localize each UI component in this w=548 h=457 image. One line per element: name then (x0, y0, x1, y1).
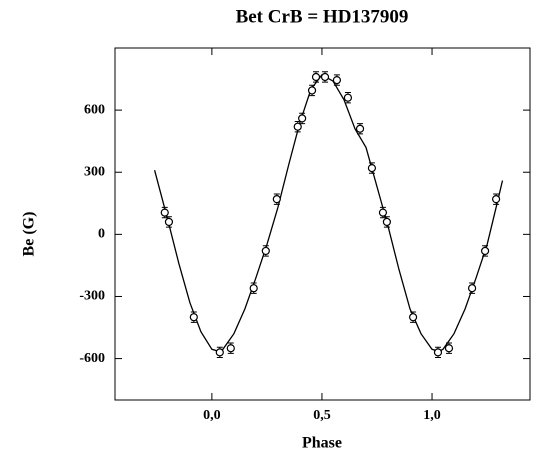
data-point (480, 246, 490, 256)
data-point (272, 195, 281, 204)
data-point (444, 344, 454, 353)
data-point (355, 124, 365, 133)
y-tick-label: 0 (98, 227, 105, 242)
x-tick-label: 1,0 (423, 408, 441, 423)
data-point (311, 72, 321, 82)
data-point (382, 217, 391, 227)
data-point (160, 208, 169, 217)
data-point (491, 195, 501, 204)
data-point (307, 86, 317, 95)
y-axis-label: Be (G) (21, 212, 38, 257)
data-point (408, 313, 418, 322)
data-point (298, 114, 307, 123)
x-tick-label: 0,5 (313, 408, 331, 423)
y-tick-label: -600 (79, 351, 105, 366)
chart-title: Bet CrB = HD137909 (236, 6, 409, 27)
data-point (467, 284, 477, 293)
plot-frame (114, 47, 531, 401)
data-point (320, 72, 330, 82)
data-point (189, 313, 198, 322)
data-point (261, 246, 270, 256)
data-point (293, 122, 302, 131)
data-point (249, 284, 258, 293)
y-tick-label: -300 (79, 289, 105, 304)
y-tick-label: 300 (84, 164, 105, 179)
data-point (433, 348, 443, 357)
data-point (226, 344, 235, 353)
fit-curve (153, 74, 504, 352)
y-tick-label: 600 (84, 102, 105, 117)
data-point (367, 163, 377, 173)
data-point (164, 217, 174, 227)
x-axis-label: Phase (302, 435, 342, 452)
data-point (378, 208, 388, 217)
data-point (332, 75, 342, 85)
data-point (215, 348, 224, 357)
x-tick-label: 0,0 (203, 408, 221, 423)
data-point (343, 93, 353, 102)
